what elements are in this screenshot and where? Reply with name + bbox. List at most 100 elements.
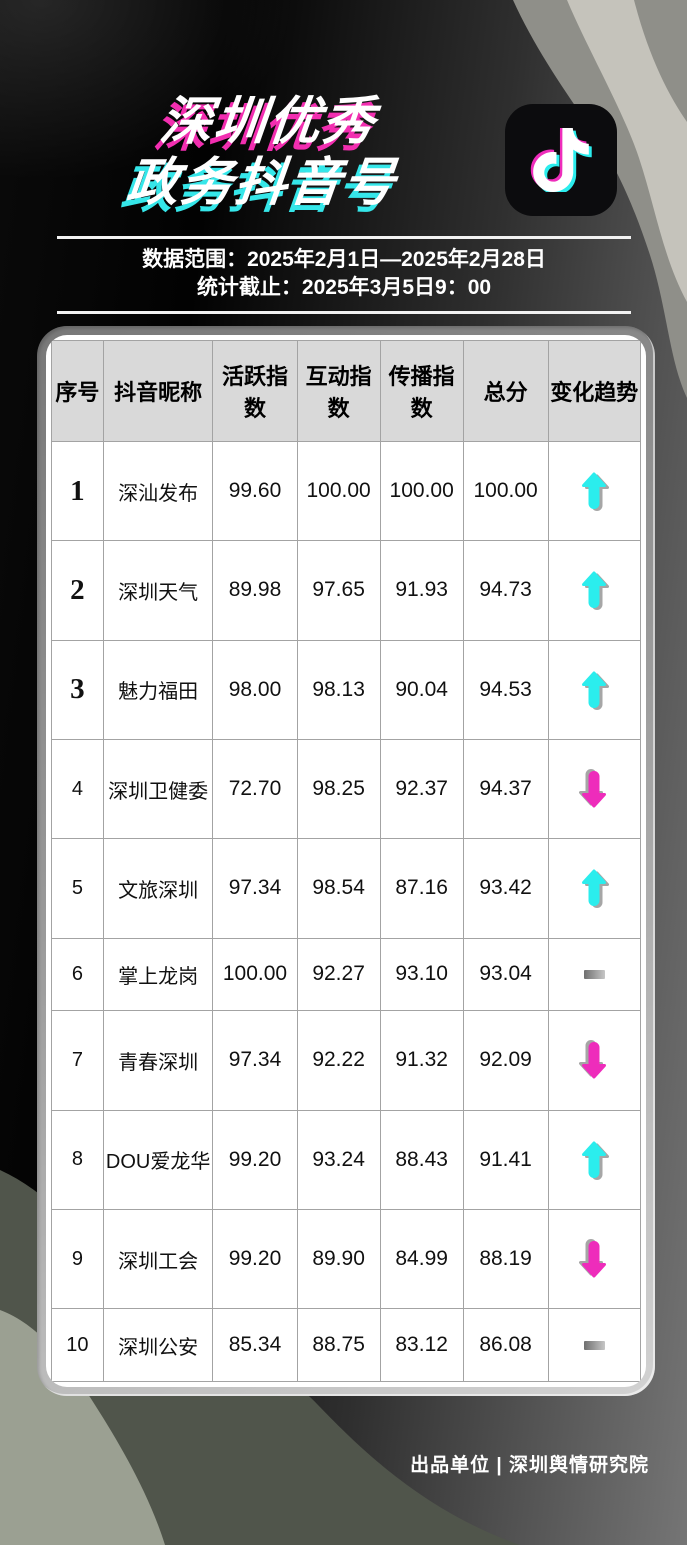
total-score: 91.41 <box>462 1109 549 1210</box>
rank-value: 1 <box>51 440 104 542</box>
col-header-trend: 变化趋势 <box>547 340 641 442</box>
active-index: 97.34 <box>212 1010 298 1111</box>
account-name: 深圳天气 <box>102 540 214 641</box>
rank-value: 6 <box>51 937 104 1012</box>
trend-up-icon <box>582 1141 607 1178</box>
ranking-table-frame: 序号 抖音昵称 活跃指数 互动指数 传播指数 总分 变化趋势 1 深汕发布 99… <box>37 326 655 1396</box>
account-name: DOU爱龙华 <box>102 1109 214 1210</box>
rank-value: 8 <box>51 1109 104 1210</box>
trend-indicator <box>549 740 641 838</box>
col-header-active: 活跃指数 <box>212 340 298 442</box>
spread-index: 87.16 <box>379 838 464 939</box>
rank-value: 9 <box>51 1208 104 1310</box>
interact-index: 92.22 <box>296 1010 381 1111</box>
trend-cell <box>547 1208 641 1310</box>
rank-value: 2 <box>51 540 104 641</box>
spread-index: 91.32 <box>379 1010 464 1111</box>
active-index: 72.70 <box>212 738 298 840</box>
table-row: 3 魅力福田 98.00 98.13 90.04 94.53 <box>51 639 641 740</box>
trend-cell <box>547 1010 641 1111</box>
trend-down-icon <box>582 771 607 808</box>
spread-index: 92.37 <box>379 738 464 840</box>
spread-index: 90.04 <box>379 639 464 740</box>
interact-index: 93.24 <box>296 1109 381 1210</box>
trend-cell <box>547 738 641 840</box>
spread-index: 100.00 <box>379 440 464 542</box>
spread-index: 88.43 <box>379 1109 464 1210</box>
active-index: 89.98 <box>212 540 298 641</box>
col-header-rank: 序号 <box>51 340 104 442</box>
account-name: 魅力福田 <box>102 639 214 740</box>
rank-value: 10 <box>51 1308 104 1382</box>
tiktok-note-icon <box>530 128 592 192</box>
trend-cell <box>547 937 641 1012</box>
col-header-name: 抖音昵称 <box>102 340 214 442</box>
total-score: 92.09 <box>462 1010 549 1111</box>
table-row: 10 深圳公安 85.34 88.75 83.12 86.08 <box>51 1308 641 1382</box>
active-index: 85.34 <box>212 1308 298 1382</box>
divider-bottom <box>57 310 631 314</box>
spread-index: 83.12 <box>379 1308 464 1382</box>
account-name: 深圳卫健委 <box>102 738 214 840</box>
total-score: 94.73 <box>462 540 549 641</box>
account-name: 文旅深圳 <box>102 838 214 939</box>
interact-index: 92.27 <box>296 937 381 1012</box>
interact-index: 100.00 <box>296 440 381 542</box>
trend-indicator <box>549 839 641 937</box>
active-index: 99.20 <box>212 1109 298 1210</box>
spread-index: 84.99 <box>379 1208 464 1310</box>
table-row: 1 深汕发布 99.60 100.00 100.00 100.00 <box>51 440 641 542</box>
total-score: 93.42 <box>462 838 549 939</box>
table-row: 9 深圳工会 99.20 89.90 84.99 88.19 <box>51 1208 641 1310</box>
trend-indicator <box>549 1309 641 1381</box>
stat-deadline-text: 统计截止：2025年3月5日9：00 <box>196 276 492 300</box>
total-score: 94.37 <box>462 738 549 840</box>
date-panel: 数据范围：2025年2月1日—2025年2月28日 统计截止：2025年3月5日… <box>57 236 631 314</box>
interact-index: 98.13 <box>296 639 381 740</box>
table-row: 7 青春深圳 97.34 92.22 91.32 92.09 <box>51 1010 641 1111</box>
rank-value: 4 <box>51 738 104 840</box>
col-header-total: 总分 <box>462 340 549 442</box>
active-index: 100.00 <box>212 937 298 1012</box>
footer-producer: 出品单位 | 深圳舆情研究院 <box>410 1455 649 1476</box>
poster-title-line1: 深圳优秀 <box>157 93 380 151</box>
trend-up-icon <box>582 472 607 510</box>
spread-index: 93.10 <box>379 937 464 1012</box>
trend-indicator <box>549 641 641 739</box>
spread-index: 91.93 <box>379 540 464 641</box>
interact-index: 98.54 <box>296 838 381 939</box>
active-index: 99.60 <box>212 440 298 542</box>
interact-index: 89.90 <box>296 1208 381 1310</box>
ranking-table-card: 序号 抖音昵称 活跃指数 互动指数 传播指数 总分 变化趋势 1 深汕发布 99… <box>46 335 646 1387</box>
interact-index: 88.75 <box>296 1308 381 1382</box>
trend-flat-icon <box>583 1340 605 1350</box>
trend-cell <box>547 440 641 542</box>
table-row: 6 掌上龙岗 100.00 92.27 93.10 93.04 <box>51 937 641 1012</box>
account-name: 深圳公安 <box>102 1308 214 1382</box>
active-index: 97.34 <box>212 838 298 939</box>
wave-decoration-top-right <box>513 0 687 398</box>
trend-cell <box>547 639 641 740</box>
col-header-spread: 传播指数 <box>379 340 464 442</box>
table-row: 4 深圳卫健委 72.70 98.25 92.37 94.37 <box>51 738 641 840</box>
col-header-interact: 互动指数 <box>296 340 381 442</box>
total-score: 88.19 <box>462 1208 549 1310</box>
trend-indicator <box>549 1210 641 1308</box>
table-row: 5 文旅深圳 97.34 98.54 87.16 93.42 <box>51 838 641 939</box>
rank-value: 7 <box>51 1010 104 1111</box>
trend-cell <box>547 540 641 641</box>
table-header-row: 序号 抖音昵称 活跃指数 互动指数 传播指数 总分 变化趋势 <box>51 340 641 442</box>
trend-down-icon <box>582 1042 607 1079</box>
account-name: 掌上龙岗 <box>102 937 214 1012</box>
trend-up-icon <box>582 571 607 609</box>
trend-indicator <box>549 1111 641 1209</box>
trend-cell <box>547 1109 641 1210</box>
account-name: 青春深圳 <box>102 1010 214 1111</box>
poster-title-line2: 政务抖音号 <box>123 154 400 213</box>
rank-value: 5 <box>51 838 104 939</box>
poster-title: 深圳优秀 政务抖音号 <box>22 92 509 215</box>
trend-flat-icon <box>583 969 605 979</box>
trend-up-icon <box>582 671 607 708</box>
active-index: 98.00 <box>212 639 298 740</box>
